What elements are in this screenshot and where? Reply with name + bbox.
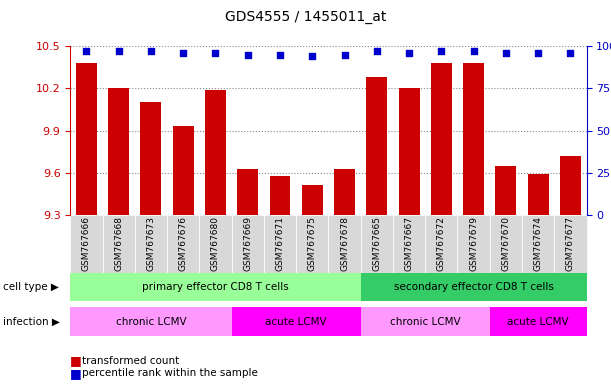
Text: transformed count: transformed count: [82, 356, 180, 366]
Point: [501, 50, 511, 56]
Point: [211, 50, 221, 56]
Text: cell type ▶: cell type ▶: [3, 282, 59, 292]
Text: chronic LCMV: chronic LCMV: [115, 316, 186, 327]
Point: [566, 50, 576, 56]
Bar: [560, 156, 581, 215]
Text: secondary effector CD8 T cells: secondary effector CD8 T cells: [393, 282, 554, 292]
Text: infection ▶: infection ▶: [3, 316, 60, 327]
Point: [81, 48, 91, 54]
Point: [178, 50, 188, 56]
Text: ■: ■: [70, 367, 82, 380]
Bar: [269, 175, 290, 215]
Point: [243, 51, 252, 58]
Point: [404, 50, 414, 56]
Point: [275, 51, 285, 58]
Text: acute LCMV: acute LCMV: [507, 316, 569, 327]
Point: [372, 48, 382, 54]
Text: primary effector CD8 T cells: primary effector CD8 T cells: [142, 282, 289, 292]
Text: acute LCMV: acute LCMV: [265, 316, 327, 327]
Bar: [302, 185, 323, 215]
Point: [146, 48, 156, 54]
Bar: [141, 103, 161, 215]
Text: percentile rank within the sample: percentile rank within the sample: [82, 368, 258, 378]
Bar: [76, 63, 97, 215]
Point: [533, 50, 543, 56]
Bar: [205, 90, 226, 215]
Bar: [398, 88, 420, 215]
Text: GDS4555 / 1455011_at: GDS4555 / 1455011_at: [225, 10, 386, 23]
Bar: [237, 169, 258, 215]
Bar: [108, 88, 129, 215]
Point: [436, 48, 446, 54]
Bar: [496, 166, 516, 215]
Point: [469, 48, 478, 54]
Point: [114, 48, 123, 54]
Bar: [431, 63, 452, 215]
Text: chronic LCMV: chronic LCMV: [390, 316, 461, 327]
Point: [307, 53, 317, 59]
Text: ■: ■: [70, 354, 82, 367]
Point: [340, 51, 349, 58]
Bar: [334, 169, 355, 215]
Bar: [528, 174, 549, 215]
Bar: [173, 126, 194, 215]
Bar: [367, 77, 387, 215]
Bar: [463, 63, 484, 215]
